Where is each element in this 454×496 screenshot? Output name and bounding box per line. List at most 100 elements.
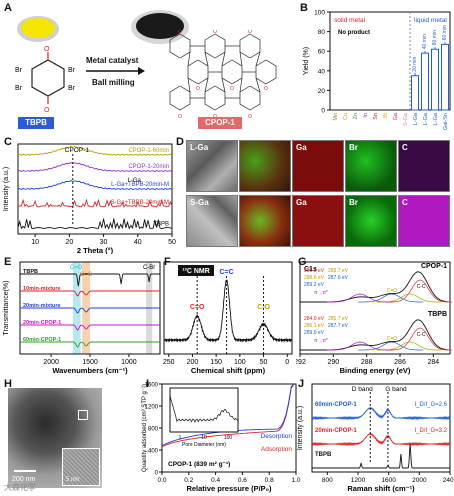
peak-label: CPOP-1 [65,147,90,154]
peak-label: C=C [219,269,233,276]
chart-b: 0 20 40 60 80 100 Yield (%) Mn Cu Zn In Sn Bi Ga S-Ga 2… [303,10,451,130]
x-tick-label: 286 [394,359,406,366]
watermark: 大森化学 [4,483,36,492]
y-tick-label: 400 [148,449,159,455]
raman-line [312,443,450,469]
x-tick-label: Bi [383,113,389,118]
series-label: CPOP-1-20min [128,164,169,170]
energy-label: 289.7 eV [328,268,349,274]
y-tick-label: 800 [148,427,159,433]
inset-tick-label: 1 [179,435,182,441]
tbpb-label: TBPB [18,117,54,129]
panel-d: L-Ga Ga Br C S-Ga Ga Br C [186,140,450,250]
inset-marker [78,410,88,420]
svg-text:Br: Br [15,85,23,92]
x-tick-label: 2000 [43,359,59,366]
reaction-arrow [86,67,145,75]
x-axis-label: Binding energy (eV) [340,366,411,375]
x-tick-label: 2000 [412,477,427,484]
y-tick-label: 100 [314,10,325,17]
ftir-line [20,324,160,331]
series-label: 20min-CPOP-1 [315,428,357,434]
tbpb-powder [16,14,60,44]
series-label: S-Ga+TBPB-20min-M [110,200,169,206]
energy-label: 286.1 eV [304,323,325,329]
x-axis-label: 2 Theta (°) [77,246,114,254]
energy-label: 288.6 eV [304,275,325,281]
y-tick-label: 60 [318,49,326,56]
x-tick-label: Cu [343,113,349,120]
x-tick-label: 0.0 [157,477,166,484]
component-label: π→π* [314,338,328,344]
energy-label: 289.3 eV [304,268,325,274]
band-label-co: C=O [70,265,83,271]
cpop-label: CPOP-1 [198,117,242,129]
x-tick-label: 0.6 [238,477,247,484]
title-box [178,265,214,276]
chart-g: 292 290 288 286 284 Binding energy (eV) C1s CPO… [296,261,452,375]
ratio-label: I_D/I_G=2.6 [414,402,447,408]
svg-text:O: O [213,30,217,35]
xps-component [358,293,424,303]
svg-text:O: O [196,86,200,92]
nmr-line [163,279,293,343]
xps-line [300,319,449,351]
x-tick-label: 1200 [351,477,366,484]
bar [421,52,429,111]
x-tick-label: In [363,113,369,118]
x-tick-label: 100 [234,359,246,366]
x-tick-label: 50 [168,239,176,246]
band-label-cc: C=C [80,272,93,278]
solid-label: solid metal [334,17,366,24]
map-ga-sga: Ga [292,195,344,247]
bet-label: CPOP-1 (839 m² g⁻¹) [168,461,230,468]
chart-j: 800 1200 1600 2000 2400 Raman shift (cm⁻¹) Int… [297,383,454,493]
y-axis-label: Transmittance(%) [3,281,10,336]
x-tick-label: 150 [210,359,222,366]
band-co [72,262,81,354]
series-label: 20min-mixture [23,303,61,309]
x-tick-label: Mn [333,113,339,121]
xps-component [326,341,392,351]
svg-text:O: O [178,30,182,35]
component-label: C-C [417,284,426,290]
band-label: D band [352,386,373,393]
cpop-powder [130,8,190,46]
x-tick-label: 1.0 [291,477,300,484]
svg-text:Br: Br [68,67,76,74]
panel-label-j: J [298,378,305,390]
xrd-line [17,145,173,156]
x-axis-label: Wavenumbers (cm⁻¹) [52,366,128,375]
y-tick-label: 20 [318,88,326,95]
sem-lga: L-Ga [186,140,238,192]
inset-frame [169,387,239,433]
map-br-sga: Br [345,195,397,247]
xps-component [386,279,452,303]
scale-label-big: 200 nm [12,476,36,483]
svg-text:Br: Br [15,67,23,74]
y-tick-label: 80 [318,29,326,36]
series-label-desorption: Desorption [261,433,293,440]
panel-label-a: A [4,2,12,14]
overlay-lga [239,140,291,192]
lga-label: L-Ga [128,178,142,184]
x-tick-label: 10 [31,239,39,246]
x-tick-label: 1500 [82,359,98,366]
x-tick-label: 250 [163,359,175,366]
xrd-line [17,161,173,173]
ftir-line [20,273,160,287]
svg-text:O: O [178,114,182,120]
series-label: L-Ga+TBPB-20min-M [111,182,169,188]
ftir-line [20,290,160,297]
panel-label-d: D [176,136,184,148]
liquid-label: liquid metal [414,17,447,24]
x-tick-label: 0.4 [211,477,220,484]
x-tick-label: 1000 [121,359,137,366]
peak-label: C=O [190,304,205,311]
tem-inset: 5 nm [62,448,100,486]
series-label-adsorption: Adsorption [261,446,292,453]
x-tick-label: 800 [322,477,333,484]
x-tick-label: L-Ga [423,112,429,125]
energy-label: 285.7 eV [328,316,349,322]
